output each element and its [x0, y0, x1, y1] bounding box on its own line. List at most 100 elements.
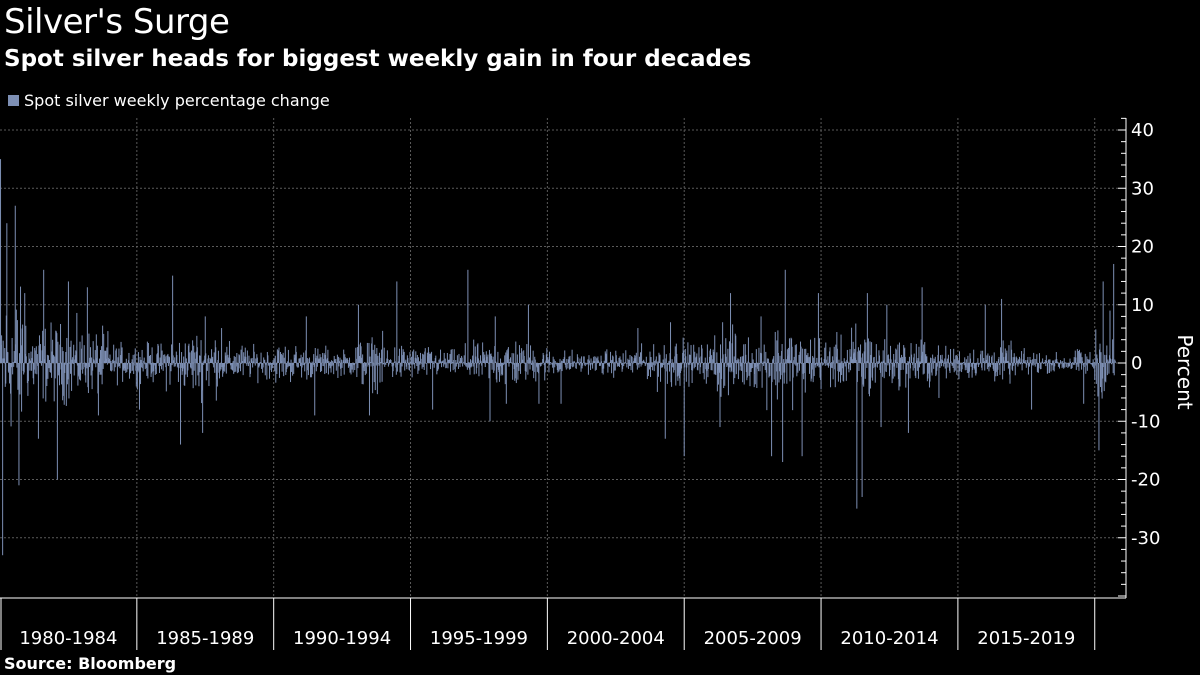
- bar: [435, 363, 437, 364]
- bar: [863, 363, 865, 387]
- bar: [59, 344, 61, 363]
- bar: [520, 363, 522, 364]
- bar: [352, 363, 354, 364]
- bar: [741, 356, 743, 363]
- bar: [85, 363, 87, 366]
- bar: [686, 363, 688, 368]
- bar: [307, 363, 309, 371]
- bar: [918, 363, 920, 368]
- bar: [248, 355, 250, 363]
- bar: [34, 363, 36, 374]
- bar: [887, 354, 889, 363]
- bar: [763, 344, 765, 363]
- bar: [87, 363, 89, 394]
- bar: [829, 347, 831, 363]
- bar: [507, 347, 509, 363]
- bar: [225, 363, 227, 374]
- bar: [312, 363, 314, 366]
- bar: [437, 363, 439, 371]
- bar: [698, 347, 700, 363]
- bar: [586, 363, 588, 365]
- bar: [982, 350, 984, 363]
- bar: [56, 363, 58, 480]
- bar: [393, 362, 395, 363]
- bar: [904, 347, 906, 363]
- bar: [816, 363, 818, 367]
- bar: [384, 363, 386, 367]
- bar: [45, 363, 47, 402]
- bar: [444, 358, 446, 363]
- bar: [777, 352, 779, 363]
- bar: [610, 360, 612, 363]
- bar: [592, 363, 594, 369]
- bar: [429, 353, 431, 363]
- bar: [540, 363, 542, 367]
- bar: [767, 362, 769, 363]
- bar: [11, 338, 13, 363]
- bar: [230, 363, 232, 370]
- bar: [569, 355, 571, 363]
- bar: [654, 363, 656, 366]
- bar: [396, 363, 398, 372]
- bar: [351, 363, 353, 367]
- bar: [467, 363, 469, 368]
- bar: [861, 363, 863, 377]
- bar: [1012, 363, 1014, 371]
- bar: [660, 363, 662, 382]
- bar: [910, 343, 912, 363]
- bar: [976, 363, 978, 365]
- bar: [821, 357, 823, 363]
- bar: [345, 360, 347, 363]
- bar: [191, 350, 193, 363]
- bar: [732, 363, 734, 373]
- bar: [759, 363, 761, 372]
- bar: [41, 363, 43, 366]
- bar: [691, 363, 693, 371]
- bar: [1030, 359, 1032, 363]
- bar: [750, 363, 752, 373]
- bar: [834, 363, 836, 370]
- bar: [2, 340, 4, 363]
- bar: [156, 354, 158, 363]
- bar: [58, 363, 60, 386]
- bar: [69, 346, 71, 363]
- bar: [325, 345, 327, 363]
- bar: [613, 363, 615, 378]
- bar: [494, 346, 496, 363]
- bar: [523, 355, 525, 363]
- bar: [314, 363, 316, 416]
- bar: [233, 363, 235, 374]
- bar: [303, 363, 305, 366]
- bar: [197, 363, 199, 376]
- bar: [756, 363, 758, 369]
- bar: [685, 363, 687, 382]
- bar: [23, 363, 25, 373]
- bar: [1026, 360, 1028, 363]
- bar: [332, 363, 334, 366]
- bar: [248, 361, 250, 363]
- bar: [120, 355, 122, 363]
- bar: [578, 363, 580, 365]
- bar: [960, 363, 962, 365]
- bar: [754, 363, 756, 375]
- bar: [1018, 356, 1020, 363]
- bar: [646, 363, 648, 380]
- bar: [1009, 363, 1011, 384]
- bar: [222, 363, 224, 377]
- bar: [1046, 363, 1048, 374]
- bar: [735, 335, 737, 363]
- bar: [1002, 363, 1004, 380]
- bar: [207, 355, 209, 363]
- bar: [1090, 363, 1092, 364]
- bar: [486, 356, 488, 363]
- bar: [61, 363, 63, 385]
- bar: [577, 361, 579, 363]
- bar: [682, 337, 684, 363]
- bar: [598, 363, 600, 366]
- bar: [144, 363, 146, 365]
- bar: [410, 361, 412, 363]
- bar: [482, 358, 484, 363]
- bar: [1016, 360, 1018, 363]
- bar: [217, 359, 219, 363]
- bar: [72, 363, 74, 364]
